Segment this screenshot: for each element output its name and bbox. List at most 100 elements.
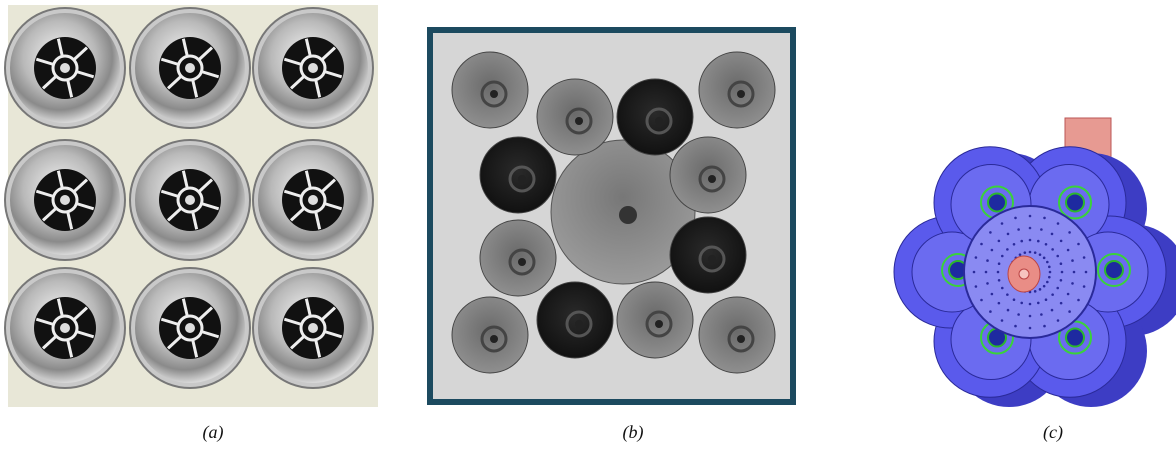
swirl-inner [1105, 261, 1123, 279]
effusion-hole [1017, 313, 1020, 316]
effusion-hole [1051, 233, 1054, 236]
main-cup [699, 52, 775, 128]
nozzle [575, 117, 583, 125]
effusion-hole [991, 249, 994, 252]
effusion-hole [1060, 279, 1063, 282]
effusion-hole [1029, 239, 1032, 242]
effusion-hole [1017, 228, 1020, 231]
effusion-hole [1060, 302, 1063, 305]
effusion-hole [1073, 271, 1076, 274]
effusion-hole [1039, 253, 1042, 256]
nozzle [490, 90, 498, 98]
effusion-hole [1051, 293, 1054, 296]
effusion-hole [1029, 327, 1032, 330]
effusion-hole [1048, 266, 1051, 269]
effusion-hole [975, 285, 978, 288]
effusion-hole [1060, 262, 1063, 265]
effusion-hole [1043, 257, 1046, 260]
effusion-hole [1029, 215, 1032, 218]
effusion-hole [1077, 243, 1080, 246]
effusion-hole [1014, 217, 1017, 220]
effusion-hole [1029, 315, 1032, 318]
nozzle [708, 175, 716, 183]
effusion-hole [1043, 285, 1046, 288]
effusion-hole [989, 231, 992, 234]
main-cup [617, 79, 693, 155]
effusion-hole [1029, 227, 1032, 230]
effusion-hole [986, 259, 989, 262]
effusion-hole [1067, 249, 1070, 252]
effusion-hole [985, 271, 988, 274]
panel-a-photo [5, 5, 378, 407]
effusion-hole [1051, 309, 1054, 312]
figure: (a) (b) (c) [0, 0, 1176, 451]
effusion-hole [1071, 282, 1074, 285]
effusion-hole [980, 299, 983, 302]
effusion-hole [1057, 319, 1060, 322]
effusion-hole [1083, 256, 1086, 259]
hub [60, 323, 70, 333]
swirl-inner [1066, 193, 1084, 211]
main-cup [452, 52, 528, 128]
effusion-hole [1019, 253, 1022, 256]
effusion-hole [1001, 222, 1004, 225]
effusion-hole [1001, 255, 1004, 258]
hub [185, 323, 195, 333]
effusion-hole [1046, 261, 1049, 264]
nozzle [655, 117, 663, 125]
effusion-hole [997, 271, 1000, 274]
hub [308, 63, 318, 73]
nozzle [708, 255, 716, 263]
effusion-hole [1013, 298, 1016, 301]
effusion-hole [1034, 251, 1037, 254]
hub [60, 195, 70, 205]
pilot-center [619, 206, 637, 224]
effusion-hole [1014, 325, 1017, 328]
effusion-hole [1040, 228, 1043, 231]
effusion-hole [1083, 285, 1086, 288]
effusion-hole [1024, 251, 1027, 254]
effusion-hole [1043, 217, 1046, 220]
hub [185, 195, 195, 205]
effusion-hole [998, 302, 1001, 305]
effusion-hole [1001, 319, 1004, 322]
effusion-hole [1007, 309, 1010, 312]
main-cup [537, 79, 613, 155]
effusion-hole [1020, 240, 1023, 243]
nozzle [737, 335, 745, 343]
effusion-hole [975, 256, 978, 259]
effusion-hole [1043, 325, 1046, 328]
main-cup [480, 220, 556, 296]
effusion-hole [1085, 271, 1088, 274]
nozzle [575, 320, 583, 328]
effusion-hole [1077, 299, 1080, 302]
nozzle [518, 258, 526, 266]
effusion-hole [1007, 233, 1010, 236]
main-cup [537, 282, 613, 358]
swirl-inner [988, 193, 1006, 211]
effusion-hole [1068, 231, 1071, 234]
effusion-hole [1029, 251, 1032, 254]
hub [60, 63, 70, 73]
effusion-hole [1006, 293, 1009, 296]
effusion-hole [980, 243, 983, 246]
effusion-hole [1037, 302, 1040, 305]
nozzle [518, 175, 526, 183]
effusion-hole [1040, 313, 1043, 316]
effusion-hole [1001, 287, 1004, 290]
effusion-hole [991, 293, 994, 296]
effusion-hole [1048, 276, 1051, 279]
effusion-hole [1060, 240, 1063, 243]
hub [308, 195, 318, 205]
effusion-hole [989, 310, 992, 313]
main-cup [670, 137, 746, 213]
effusion-hole [1037, 240, 1040, 243]
nozzle [490, 335, 498, 343]
effusion-hole [1051, 248, 1054, 251]
effusion-hole [1034, 290, 1037, 293]
effusion-hole [1056, 255, 1059, 258]
effusion-hole [998, 240, 1001, 243]
effusion-hole [1061, 271, 1064, 274]
main-cup [452, 297, 528, 373]
effusion-hole [1045, 243, 1048, 246]
